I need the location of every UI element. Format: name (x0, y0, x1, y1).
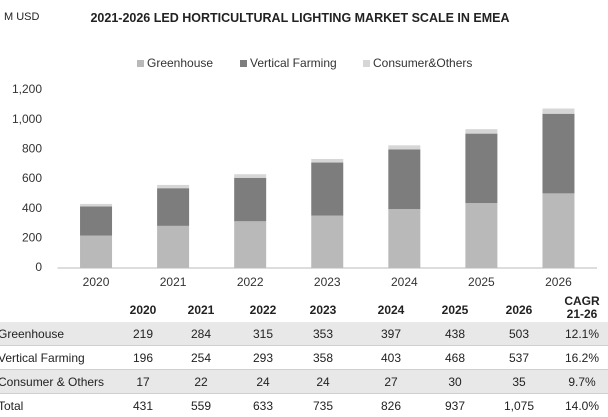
y-tick-label: 800 (22, 142, 42, 156)
table-header: 2023 (309, 303, 337, 317)
x-tick-label: 2025 (468, 275, 495, 289)
table-cell: 1,075 (503, 399, 535, 413)
table-cell: 537 (508, 351, 530, 365)
table-cell: 22 (194, 375, 208, 389)
bar-segment (80, 235, 113, 268)
bar-segment (157, 225, 190, 268)
table-row (0, 346, 608, 370)
table-cell: 735 (312, 399, 334, 413)
unit-label: M USD (4, 11, 40, 23)
bar-segment (465, 203, 498, 268)
table-cell: 315 (252, 327, 274, 341)
table-cell: 14.0% (564, 399, 600, 413)
table-cell: 937 (444, 399, 466, 413)
bar-segment (542, 108, 575, 114)
y-tick-label: 1,200 (12, 82, 42, 96)
x-tick-label: 2021 (160, 275, 187, 289)
bar-segment (465, 129, 498, 134)
x-tick-label: 2020 (83, 275, 110, 289)
table-cell: 196 (132, 351, 154, 365)
x-tick-label: 2023 (314, 275, 341, 289)
table-cell: 24 (256, 375, 270, 389)
legend-swatch (363, 60, 370, 67)
y-tick-label: 0 (35, 260, 42, 274)
bar-segment (542, 193, 575, 268)
row-label: Vertical Farming (0, 351, 85, 365)
table-cell: 284 (190, 327, 212, 341)
table-cell: 438 (444, 327, 466, 341)
table-cell: 358 (312, 351, 334, 365)
table-header: 2026 (505, 303, 533, 317)
table-cell: 826 (380, 399, 402, 413)
table-cell: 431 (132, 399, 154, 413)
legend-label: Vertical Farming (250, 56, 337, 70)
table-cell: 12.1% (564, 327, 600, 341)
y-tick-label: 600 (22, 171, 42, 185)
table-cell: 30 (448, 375, 462, 389)
row-label: Greenhouse (0, 327, 65, 341)
table-cell: 35 (512, 375, 526, 389)
bar-segment (80, 203, 113, 207)
table-cell: 17 (136, 375, 150, 389)
row-label: Consumer & Others (0, 375, 105, 389)
table-cell: 16.2% (564, 351, 600, 365)
table-header: 2022 (249, 303, 277, 317)
bar-segment (234, 177, 267, 222)
table-cell: 254 (190, 351, 212, 365)
table-cell: 559 (190, 399, 212, 413)
table-cell: 468 (444, 351, 466, 365)
table-cell: 293 (252, 351, 274, 365)
table-cell: 9.7% (568, 375, 596, 389)
y-tick-label: 1,000 (12, 112, 42, 126)
bar-segment (311, 215, 344, 268)
legend-label: Greenhouse (147, 56, 213, 70)
data-table: 2020 2021 2022 2023 2024 2025 2026 CAGR 21-26 Gr… (0, 292, 608, 418)
table-cell: 219 (132, 327, 154, 341)
legend-swatch (240, 60, 247, 67)
bar-segment (388, 145, 421, 150)
table-cell: 27 (384, 375, 398, 389)
table-cell: 503 (508, 327, 530, 341)
table-cell: 403 (380, 351, 402, 365)
table-header: CAGR 21-26 (564, 294, 600, 321)
table-header: 2025 (441, 303, 469, 317)
bar-segment (311, 158, 344, 163)
bar-segment (157, 184, 190, 189)
table-cell: 397 (380, 327, 402, 341)
x-tick-label: 2024 (391, 275, 418, 289)
bar-segment (311, 162, 344, 216)
table-cell: 353 (312, 327, 334, 341)
table-header: 2021 (187, 303, 215, 317)
bar-segment (80, 206, 113, 236)
table-row (0, 370, 608, 394)
table-row (0, 322, 608, 346)
x-tick-label: 2026 (545, 275, 572, 289)
table-header: 2020 (129, 303, 157, 317)
legend-label: Consumer&Others (373, 56, 472, 70)
bar-segment (542, 113, 575, 194)
bar-segment (234, 221, 267, 268)
table-cell: 24 (316, 375, 330, 389)
bar-segment (465, 133, 498, 204)
table-cell: 633 (252, 399, 274, 413)
bar-segment (157, 188, 190, 226)
y-tick-label: 400 (22, 201, 42, 215)
legend-swatch (137, 60, 144, 67)
table-header: 2024 (377, 303, 405, 317)
x-tick-label: 2022 (237, 275, 264, 289)
chart: Greenhouse Vertical Farming Consumer&Other… (12, 56, 597, 289)
row-label: Total (0, 399, 24, 413)
chart-title: 2021-2026 LED HORTICULTURAL LIGHTING MAR… (90, 11, 510, 25)
y-tick-label: 200 (22, 231, 42, 245)
bar-segment (388, 149, 421, 210)
bar-segment (388, 209, 421, 268)
bar-segment (234, 174, 267, 178)
